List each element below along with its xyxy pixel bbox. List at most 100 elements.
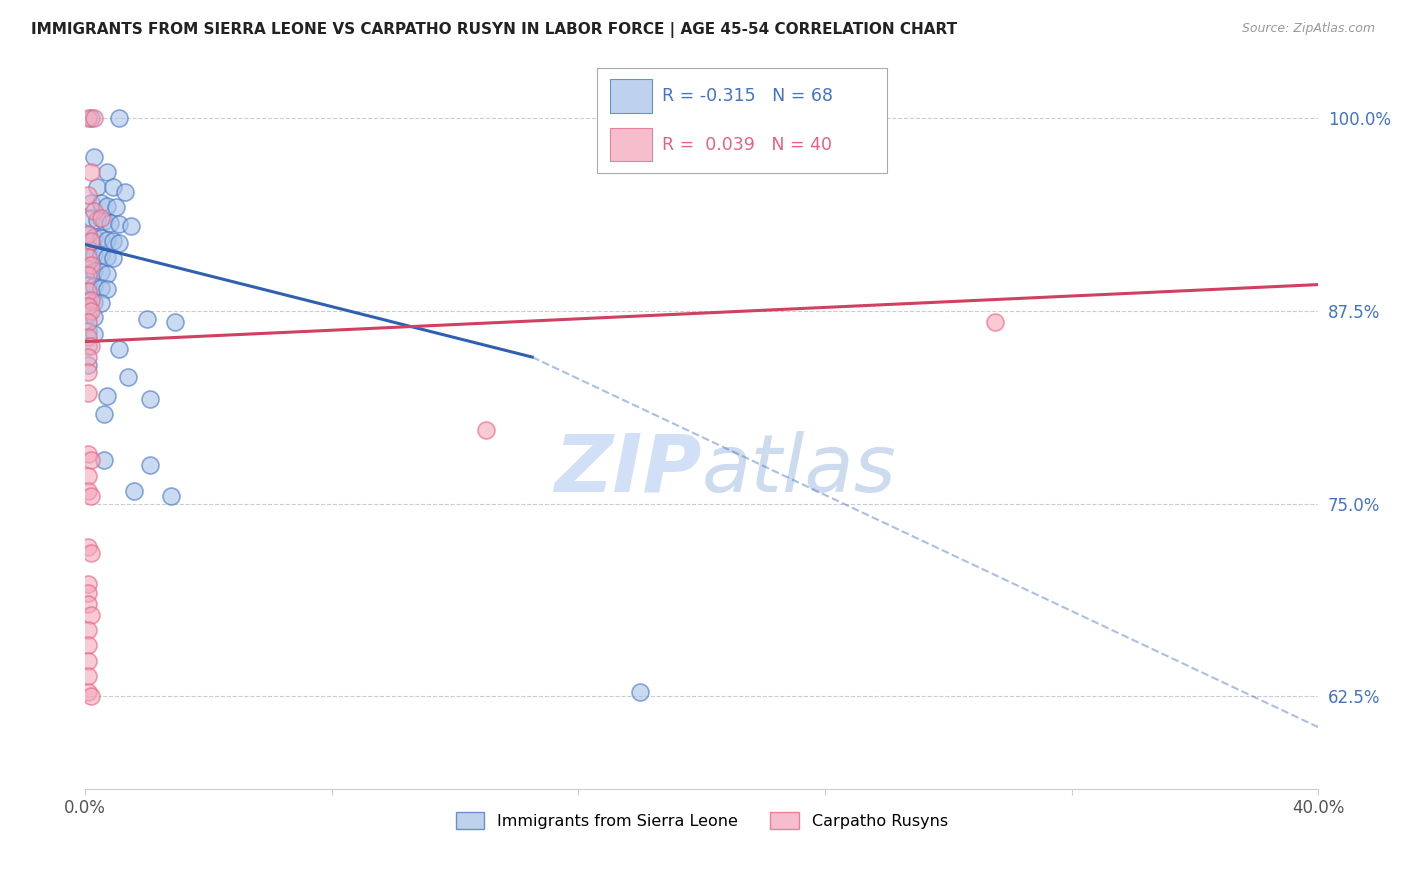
Point [98, 216, 121, 230]
Point [77, 669, 100, 683]
Point [80, 111, 103, 125]
Point [90, 248, 112, 262]
Point [124, 484, 146, 499]
Point [108, 343, 131, 357]
Point [77, 339, 100, 353]
Point [983, 315, 1005, 329]
FancyBboxPatch shape [610, 79, 652, 112]
Point [83, 111, 105, 125]
Legend: Immigrants from Sierra Leone, Carpatho Rusyns: Immigrants from Sierra Leone, Carpatho R… [450, 805, 955, 835]
Point [77, 586, 100, 600]
Point [108, 218, 131, 232]
Point [108, 111, 131, 125]
Point [77, 576, 100, 591]
Point [90, 296, 112, 310]
Point [77, 250, 100, 264]
Point [96, 250, 118, 264]
Point [96, 267, 118, 281]
Point [117, 370, 139, 384]
Point [120, 219, 142, 233]
Point [90, 195, 112, 210]
Point [77, 358, 100, 372]
Point [628, 684, 651, 698]
Point [77, 268, 100, 283]
Point [83, 294, 105, 309]
Point [135, 311, 157, 326]
Point [77, 447, 100, 461]
Point [77, 366, 100, 380]
Point [104, 201, 127, 215]
Point [93, 453, 115, 467]
Point [101, 235, 124, 249]
Point [86, 212, 108, 227]
Point [80, 165, 103, 179]
Text: R =  0.039   N = 40: R = 0.039 N = 40 [662, 136, 832, 153]
Point [101, 180, 124, 194]
Point [77, 293, 100, 307]
Point [77, 484, 100, 499]
Point [77, 309, 100, 323]
Point [80, 546, 103, 560]
Point [80, 607, 103, 622]
Point [96, 165, 118, 179]
Point [83, 279, 105, 293]
Text: ZIP: ZIP [554, 431, 702, 509]
Point [83, 150, 105, 164]
Point [77, 277, 100, 292]
Point [475, 423, 498, 437]
Point [77, 597, 100, 611]
Point [108, 235, 131, 250]
Point [77, 350, 100, 364]
Point [77, 188, 100, 202]
Text: R = -0.315   N = 68: R = -0.315 N = 68 [662, 87, 834, 105]
Point [163, 315, 186, 329]
Point [139, 458, 162, 472]
Point [80, 195, 103, 210]
Point [77, 111, 100, 125]
Point [80, 293, 103, 307]
Point [139, 392, 162, 406]
Point [77, 299, 100, 313]
Point [77, 330, 100, 344]
Point [96, 199, 118, 213]
Point [83, 310, 105, 324]
Point [83, 229, 105, 244]
Point [96, 389, 118, 403]
Point [77, 315, 100, 329]
Point [77, 654, 100, 668]
Point [80, 258, 103, 272]
Point [93, 407, 115, 421]
Point [77, 245, 100, 260]
Point [80, 453, 103, 467]
Point [90, 281, 112, 295]
Point [80, 690, 103, 704]
Point [80, 339, 103, 353]
Point [83, 203, 105, 218]
Point [77, 262, 100, 277]
Point [77, 468, 100, 483]
Point [77, 227, 100, 241]
Point [80, 211, 103, 226]
Point [80, 303, 103, 318]
Point [114, 185, 136, 199]
Text: Source: ZipAtlas.com: Source: ZipAtlas.com [1241, 22, 1375, 36]
Point [77, 684, 100, 698]
Point [83, 246, 105, 260]
Point [83, 326, 105, 341]
Point [77, 540, 100, 554]
Text: IMMIGRANTS FROM SIERRA LEONE VS CARPATHO RUSYN IN LABOR FORCE | AGE 45-54 CORREL: IMMIGRANTS FROM SIERRA LEONE VS CARPATHO… [31, 22, 957, 38]
Point [77, 385, 100, 400]
Point [77, 639, 100, 653]
Point [83, 263, 105, 277]
Point [96, 233, 118, 247]
FancyBboxPatch shape [598, 68, 887, 173]
Point [96, 282, 118, 296]
Point [90, 211, 112, 226]
Point [90, 265, 112, 279]
Point [90, 231, 112, 245]
Point [80, 235, 103, 249]
Point [77, 228, 100, 243]
Point [80, 489, 103, 503]
Point [77, 623, 100, 637]
Point [93, 214, 115, 228]
